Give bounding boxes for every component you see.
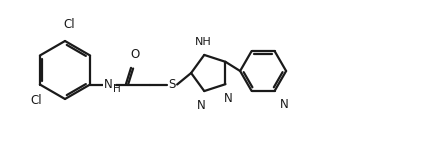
- Text: NH: NH: [195, 37, 212, 47]
- Text: N: N: [224, 92, 233, 105]
- Text: Cl: Cl: [30, 94, 42, 108]
- Text: Cl: Cl: [63, 18, 75, 31]
- Text: S: S: [168, 78, 176, 91]
- Text: H: H: [113, 84, 121, 93]
- Text: O: O: [130, 48, 140, 60]
- Text: N: N: [197, 99, 206, 112]
- Text: N: N: [104, 78, 112, 91]
- Text: N: N: [280, 98, 289, 111]
